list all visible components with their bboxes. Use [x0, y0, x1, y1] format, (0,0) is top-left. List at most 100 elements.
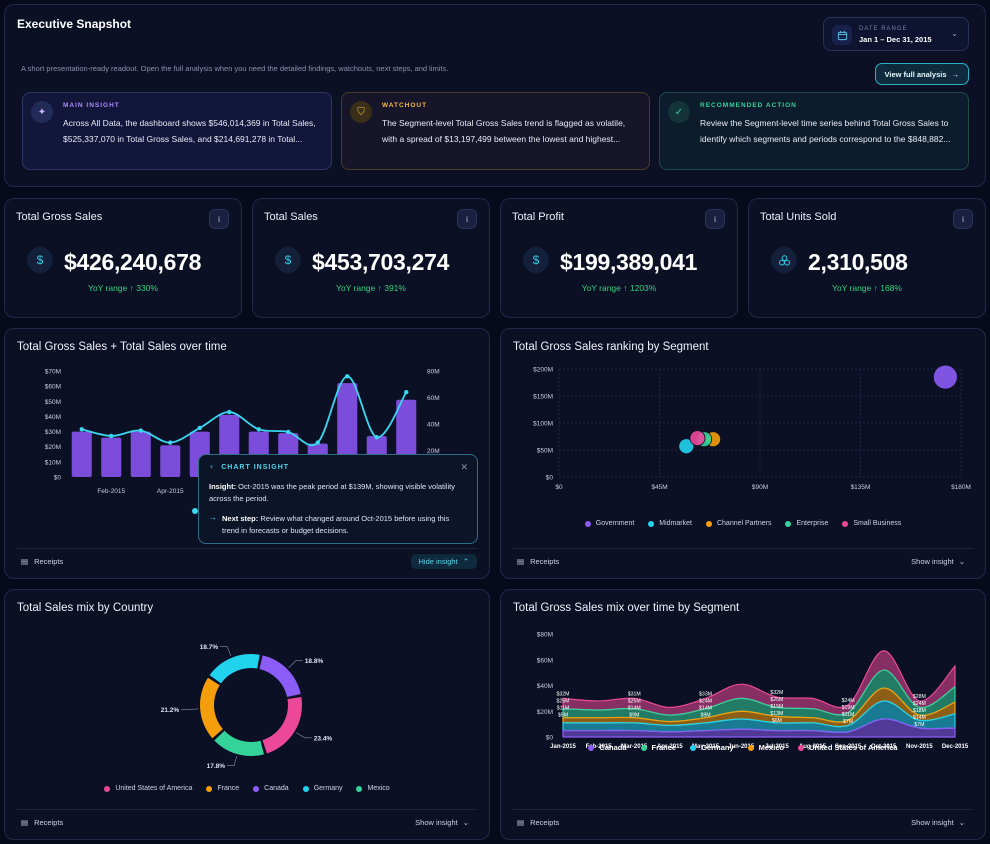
show-insight-button[interactable]: Show insight ⌄ — [903, 554, 973, 569]
legend-item[interactable]: Germany — [690, 743, 734, 752]
legend-item[interactable]: Midmarket — [648, 520, 692, 527]
popover-next-step: Next step: Review what changed around Oc… — [209, 513, 465, 537]
insight-label: Insight: — [209, 482, 237, 491]
legend-dot — [192, 508, 198, 514]
y-tick-label: $70M — [45, 369, 61, 376]
line-point — [109, 433, 114, 439]
y-tick-label: $40M — [45, 414, 61, 421]
chart-panel-segment-mix-over-time: Total Gross Sales mix over time by Segme… — [500, 589, 986, 840]
legend-item[interactable]: Small Business — [842, 520, 901, 527]
area-value-label: $9M — [629, 712, 639, 718]
legend-item[interactable]: Canada — [253, 785, 289, 792]
watchout-card[interactable]: ⛉ WATCHOUT The Segment-level Total Gross… — [341, 92, 650, 170]
leader-line — [227, 755, 238, 766]
donut-slice — [200, 677, 223, 739]
view-full-analysis-button[interactable]: View full analysis → — [874, 63, 969, 85]
arrow-right-icon: → — [209, 513, 217, 522]
date-range-selector[interactable]: DATE RANGE Jan 1 – Dec 31, 2015 ⌄ — [823, 17, 969, 51]
kpi-title: Total Units Sold — [760, 211, 837, 223]
chevron-down-icon: ⌄ — [462, 817, 469, 827]
area-value-label: $15M — [770, 704, 783, 710]
legend-item[interactable]: Enterprise — [785, 520, 828, 527]
area-value-label: $9M — [700, 712, 710, 718]
receipt-icon: ▤ — [517, 556, 525, 566]
y-tick-label: $20M — [45, 444, 61, 451]
kpi-title: Total Profit — [512, 211, 564, 223]
info-icon[interactable]: i — [953, 209, 973, 229]
receipts-button[interactable]: ▤ Receipts — [513, 818, 559, 827]
y-tick-label: $60M — [537, 657, 553, 664]
legend-item[interactable]: United States of America — [798, 743, 898, 752]
legend-item[interactable]: France — [206, 785, 239, 792]
y-tick-label: $0 — [546, 735, 554, 742]
chart-title: Total Gross Sales mix over time by Segme… — [513, 602, 740, 614]
kpi-title: Total Gross Sales — [16, 211, 103, 223]
area-value-label: $28M — [913, 694, 926, 700]
legend-label: France — [651, 743, 677, 752]
shield-alert-icon: ⛉ — [350, 101, 372, 123]
check-circle-icon: ✓ — [668, 101, 690, 123]
receipts-button[interactable]: ▤ Receipts — [17, 557, 63, 566]
close-icon[interactable]: ✕ — [460, 462, 468, 472]
legend-item[interactable]: United States of America — [104, 785, 192, 792]
show-insight-button[interactable]: Show insight ⌄ — [407, 815, 477, 830]
line-point — [315, 440, 320, 445]
x-tick-label: Dec-2015 — [942, 744, 969, 750]
area-value-label: $14M — [628, 705, 641, 711]
y2-tick-label: 40M — [427, 422, 440, 429]
popover-heading: ♀ CHART INSIGHT — [209, 464, 289, 471]
receipts-label: Receipts — [530, 556, 560, 566]
legend-item[interactable]: Canada — [588, 743, 627, 752]
area-value-label: $25M — [770, 697, 783, 703]
chart-title: Total Gross Sales + Total Sales over tim… — [17, 341, 227, 353]
x-tick-label: Feb-2015 — [586, 744, 613, 750]
card-heading: WATCHOUT — [382, 102, 428, 109]
y-tick-label: $40M — [537, 683, 553, 690]
bar — [101, 437, 122, 477]
legend-swatch — [206, 785, 213, 792]
hide-insight-button[interactable]: Hide insight ⌃ — [410, 553, 477, 569]
donut-slice — [209, 654, 260, 684]
y-tick-label: $80M — [537, 632, 553, 639]
kpi-total-profit: Total Profit i $ $199,389,041 YoY range … — [500, 198, 738, 318]
kpi-yoy: YoY range ↑ 1203% — [581, 283, 657, 293]
view-full-analysis-label: View full analysis — [884, 69, 947, 79]
line-point — [138, 428, 143, 433]
show-insight-button[interactable]: Show insight ⌄ — [903, 815, 973, 830]
info-icon[interactable]: i — [705, 209, 725, 229]
dollar-icon: $ — [27, 247, 53, 273]
legend-swatch — [302, 785, 309, 792]
executive-snapshot-panel: Executive Snapshot DATE RANGE Jan 1 – De… — [4, 4, 986, 187]
y-tick-label: $50M — [45, 399, 61, 406]
chart-footer: ▤ Receipts Hide insight ⌃ — [17, 548, 477, 570]
receipts-button[interactable]: ▤ Receipts — [17, 818, 63, 827]
receipts-button[interactable]: ▤ Receipts — [513, 557, 559, 566]
scatter-chart: $0 $50M $100M $150M $200M $0 $45M $90M $135M $180… — [533, 364, 971, 491]
legend-item[interactable]: France — [640, 743, 677, 752]
info-icon[interactable]: i — [209, 209, 229, 229]
executive-title: Executive Snapshot — [17, 17, 132, 31]
legend-item[interactable]: Germany — [302, 785, 342, 792]
legend-label: Channel Partners — [716, 520, 772, 527]
chevron-down-icon: ⌄ — [958, 817, 965, 827]
bar — [337, 383, 358, 477]
legend-item[interactable]: Channel Partners — [705, 520, 772, 527]
main-insight-card[interactable]: ✦ MAIN INSIGHT Across All Data, the dash… — [22, 92, 332, 170]
legend-item[interactable]: Mexico — [747, 743, 784, 752]
line-point — [256, 427, 261, 432]
legend-label: Canada — [264, 785, 289, 792]
series-line — [81, 375, 408, 447]
y-tick-label: $150M — [533, 394, 553, 401]
recommended-action-card[interactable]: ✓ RECOMMENDED ACTION Review the Segment-… — [659, 92, 969, 170]
kpi-value: $199,389,041 — [560, 249, 698, 275]
y-tick-label: $200M — [533, 367, 553, 374]
line-point — [404, 390, 409, 395]
legend-label: Canada — [599, 743, 627, 752]
info-icon[interactable]: i — [457, 209, 477, 229]
legend-item[interactable]: Mexico — [356, 785, 390, 792]
calendar-icon — [832, 25, 852, 45]
legend-item[interactable]: Government — [584, 520, 634, 527]
cubes-icon — [771, 247, 797, 273]
legend-label: Germany — [701, 743, 734, 752]
legend-swatch — [648, 520, 655, 527]
